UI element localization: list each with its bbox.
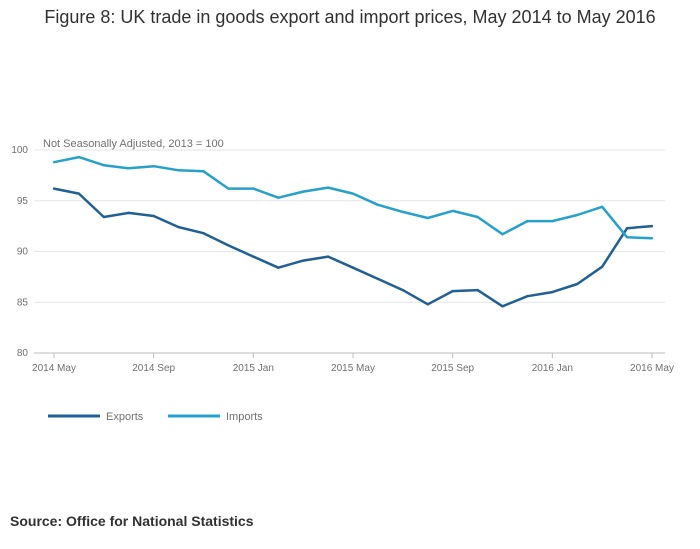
data-point xyxy=(277,266,280,269)
data-point xyxy=(227,187,230,190)
legend-label-imports: Imports xyxy=(226,411,263,423)
series-line-imports xyxy=(53,155,653,240)
x-tick-label: 2014 Sep xyxy=(132,363,175,374)
data-point xyxy=(576,213,579,217)
legend: Exports Imports xyxy=(48,411,263,423)
data-point xyxy=(177,225,180,229)
data-point xyxy=(476,215,479,219)
source-note: Source: Office for National Statistics xyxy=(10,513,254,529)
data-point xyxy=(476,288,479,292)
data-point xyxy=(227,244,230,247)
x-tick-label: 2014 May xyxy=(32,363,76,374)
data-point xyxy=(625,226,629,230)
y-tick-label: 90 xyxy=(17,247,29,258)
data-point xyxy=(127,167,130,170)
data-point xyxy=(426,216,429,220)
series-line-exports xyxy=(53,187,653,308)
data-point xyxy=(650,237,654,240)
data-point xyxy=(202,232,205,235)
x-tick-label: 2015 May xyxy=(331,363,375,374)
x-tick-label: 2015 Sep xyxy=(431,363,474,374)
data-point xyxy=(551,290,554,294)
y-tick-label: 85 xyxy=(17,297,29,308)
series-lines xyxy=(52,155,654,308)
data-point xyxy=(426,303,429,306)
data-point xyxy=(152,165,155,168)
data-point xyxy=(102,215,106,219)
data-point xyxy=(376,277,380,281)
data-point xyxy=(102,164,106,167)
data-point xyxy=(451,289,454,293)
data-point xyxy=(526,219,529,223)
chart-note: Not Seasonally Adjusted, 2013 = 100 xyxy=(43,138,224,150)
data-point xyxy=(252,187,255,190)
chart-title: Figure 8: UK trade in goods export and i… xyxy=(44,7,656,27)
data-point xyxy=(351,192,355,195)
data-point xyxy=(351,266,355,269)
data-point xyxy=(301,190,305,193)
data-point xyxy=(650,224,654,228)
y-tick-label: 95 xyxy=(17,196,29,207)
y-tick-label: 80 xyxy=(17,348,29,359)
legend-label-exports: Exports xyxy=(106,411,144,423)
y-axis-ticks: 80 85 90 95 100 xyxy=(11,145,28,359)
x-tick-label: 2016 May xyxy=(630,363,674,374)
data-point xyxy=(501,305,504,308)
data-point xyxy=(77,155,81,159)
data-point xyxy=(600,265,604,268)
data-point xyxy=(326,186,330,189)
data-point xyxy=(252,255,255,258)
y-tick-label: 100 xyxy=(11,145,28,156)
data-point xyxy=(77,192,81,195)
x-tick-label: 2015 Jan xyxy=(233,363,274,374)
data-point xyxy=(526,294,529,298)
data-point xyxy=(376,203,380,207)
gridlines xyxy=(34,149,665,354)
data-point xyxy=(127,211,130,215)
data-point xyxy=(277,196,280,199)
data-point xyxy=(401,210,405,214)
data-point xyxy=(202,170,205,173)
x-axis: 2014 May 2014 Sep 2015 Jan 2015 May 2015 Sep… xyxy=(32,353,674,374)
data-point xyxy=(600,205,604,209)
x-tick-label: 2016 Jan xyxy=(532,363,573,374)
data-point xyxy=(301,259,305,262)
data-point xyxy=(625,236,629,239)
line-chart: 80 85 90 95 100 2014 May 2014 Sep 2015 Jan 2015… xyxy=(11,138,674,423)
data-point xyxy=(52,160,56,164)
data-point xyxy=(576,282,579,286)
data-point xyxy=(177,169,180,172)
data-point xyxy=(501,233,504,236)
data-point xyxy=(152,214,155,218)
data-point xyxy=(52,187,56,190)
data-point xyxy=(551,219,554,223)
data-point xyxy=(401,288,405,292)
data-point xyxy=(451,209,454,213)
data-point xyxy=(326,255,330,258)
